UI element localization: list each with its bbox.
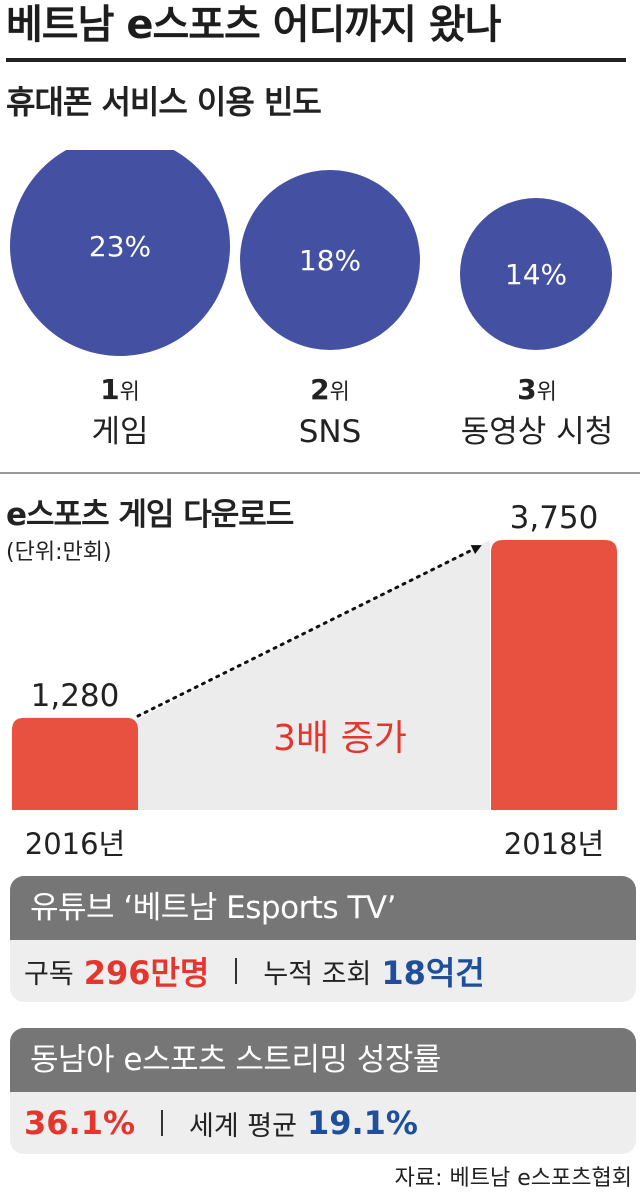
- youtube-stats: 구독 296만명 누적 조회 18억건: [10, 940, 636, 1002]
- chart-title: e스포츠 게임 다운로드: [6, 497, 294, 533]
- growth-area: [136, 540, 490, 810]
- sea-growth-value: 36.1%: [24, 1104, 136, 1142]
- rank-2-number: 2: [310, 373, 330, 406]
- rank-suffix: 위: [329, 380, 350, 405]
- x-tick-label: 2016년: [25, 827, 125, 861]
- views-value: 18억건: [381, 954, 485, 992]
- rank-3-name: 동영상 시청: [460, 414, 614, 450]
- chart-unit: (단위:만회): [6, 540, 112, 565]
- subscribers-value: 296만명: [83, 954, 210, 992]
- rank-1-name: 게임: [91, 414, 149, 450]
- rank-suffix: 위: [119, 380, 140, 405]
- growth-arrow: [136, 544, 482, 718]
- bar-2018년: [491, 540, 617, 810]
- rank-suffix: 위: [536, 380, 557, 405]
- youtube-panel: 유튜브 ‘베트남 Esports TV’ 구독 296만명 누적 조회 18억건: [10, 876, 636, 1002]
- rank-1-number: 1: [100, 373, 120, 406]
- bubble-rank-3: [460, 198, 612, 350]
- x-tick-label: 2018년: [504, 827, 604, 861]
- rank-2-block: 2위 SNS: [230, 372, 430, 453]
- bubble-rank-1: [10, 150, 230, 356]
- section-divider: [0, 472, 640, 474]
- bar-value-label: 3,750: [510, 500, 599, 536]
- phone-usage-title: 휴대폰 서비스 이용 빈도: [6, 83, 322, 121]
- subscribers-label: 구독: [24, 958, 74, 990]
- bubble-value-1: 23%: [89, 230, 151, 263]
- streaming-panel-title: 동남아 e스포츠 스트리밍 성장률: [10, 1028, 636, 1092]
- world-average-label: 세계 평균: [189, 1110, 297, 1142]
- rank-2-name: SNS: [298, 414, 362, 450]
- bubble-rank-2: [240, 170, 420, 350]
- download-chart: 1,280 2016년 3,750 2018년 3배 증가: [12, 500, 617, 861]
- source-note: 자료: 베트남 e스포츠협회: [394, 1166, 632, 1191]
- bar-2016년: [12, 717, 138, 810]
- rank-3-number: 3: [517, 373, 537, 406]
- title-divider: [6, 58, 626, 62]
- rank-3-block: 3위 동영상 시청: [437, 372, 637, 453]
- stat-separator: [235, 958, 238, 984]
- streaming-stats: 36.1% 세계 평균 19.1%: [10, 1092, 636, 1154]
- streaming-panel: 동남아 e스포츠 스트리밍 성장률 36.1% 세계 평균 19.1%: [10, 1028, 636, 1154]
- usage-bubbles: 23% 18% 14%: [10, 150, 612, 356]
- bubble-value-2: 18%: [299, 244, 361, 277]
- rank-1-block: 1위 게임: [20, 372, 220, 453]
- views-label: 누적 조회: [263, 958, 372, 990]
- page-title: 베트남 e스포츠 어디까지 왔나: [6, 2, 502, 48]
- growth-annotation: 3배 증가: [273, 718, 407, 759]
- youtube-panel-title: 유튜브 ‘베트남 Esports TV’: [10, 876, 636, 940]
- bubble-value-3: 14%: [505, 258, 567, 291]
- stat-separator: [161, 1110, 164, 1136]
- world-average-value: 19.1%: [306, 1104, 418, 1142]
- bar-value-label: 1,280: [31, 678, 120, 714]
